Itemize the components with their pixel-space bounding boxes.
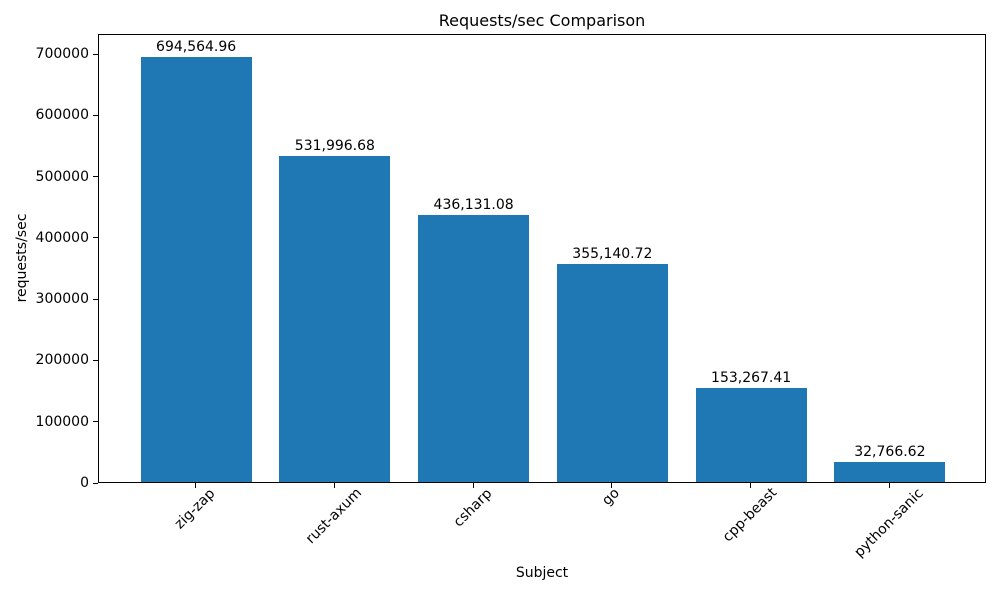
bar-go	[556, 264, 668, 482]
y-tick-label: 400000	[35, 229, 89, 246]
y-tick-mark	[93, 421, 98, 423]
x-tick-label-rust-axum: rust-axum	[302, 485, 365, 548]
y-tick-label: 100000	[35, 413, 89, 430]
x-tick-label-csharp: csharp	[450, 485, 495, 530]
bar-value-label-python-sanic: 32,766.62	[854, 443, 926, 460]
x-tick-label-cpp-beast: cpp-beast	[719, 485, 781, 546]
y-tick-mark	[93, 482, 98, 484]
y-tick-label: 500000	[35, 168, 89, 185]
bar-csharp	[418, 214, 530, 482]
plot-area: 694,564.96 531,996.68 436,131.08 355,140.72…	[98, 34, 986, 483]
bar-value-label-rust-axum: 531,996.68	[294, 138, 375, 155]
y-axis-label: requests/sec	[14, 213, 30, 303]
y-tick-mark	[93, 53, 98, 55]
bar-value-label-go: 355,140.72	[572, 246, 653, 263]
bar-zig-zap	[140, 56, 252, 482]
y-tick-mark	[93, 298, 98, 300]
bar-value-label-zig-zap: 694,564.96	[156, 38, 237, 55]
x-axis-label: Subject	[515, 565, 569, 581]
x-tick-mark	[472, 483, 474, 488]
bar-python-sanic	[834, 461, 946, 482]
x-tick-mark	[888, 483, 890, 488]
y-tick-mark	[93, 176, 98, 178]
x-tick-mark	[195, 483, 197, 488]
x-tick-mark	[750, 483, 752, 488]
y-tick-label: 600000	[35, 107, 89, 124]
bar-value-label-csharp: 436,131.08	[433, 196, 514, 213]
y-tick-mark	[93, 359, 98, 361]
chart-title: Requests/sec Comparison	[438, 11, 646, 30]
y-tick-mark	[93, 237, 98, 239]
x-tick-mark	[333, 483, 335, 488]
bar-value-label-cpp-beast: 153,267.41	[711, 370, 792, 387]
y-tick-mark	[93, 114, 98, 116]
y-tick-label: 300000	[35, 291, 89, 308]
x-tick-label-python-sanic: python-sanic	[851, 485, 927, 561]
bar-cpp-beast	[695, 388, 807, 482]
x-tick-label-go: go	[599, 485, 624, 509]
y-tick-label: 700000	[35, 46, 89, 63]
bar-rust-axum	[279, 156, 391, 482]
x-tick-label-zig-zap: zig-zap	[171, 485, 219, 533]
y-tick-label: 0	[80, 475, 89, 491]
x-tick-mark	[611, 483, 613, 488]
y-tick-label: 200000	[35, 352, 89, 369]
